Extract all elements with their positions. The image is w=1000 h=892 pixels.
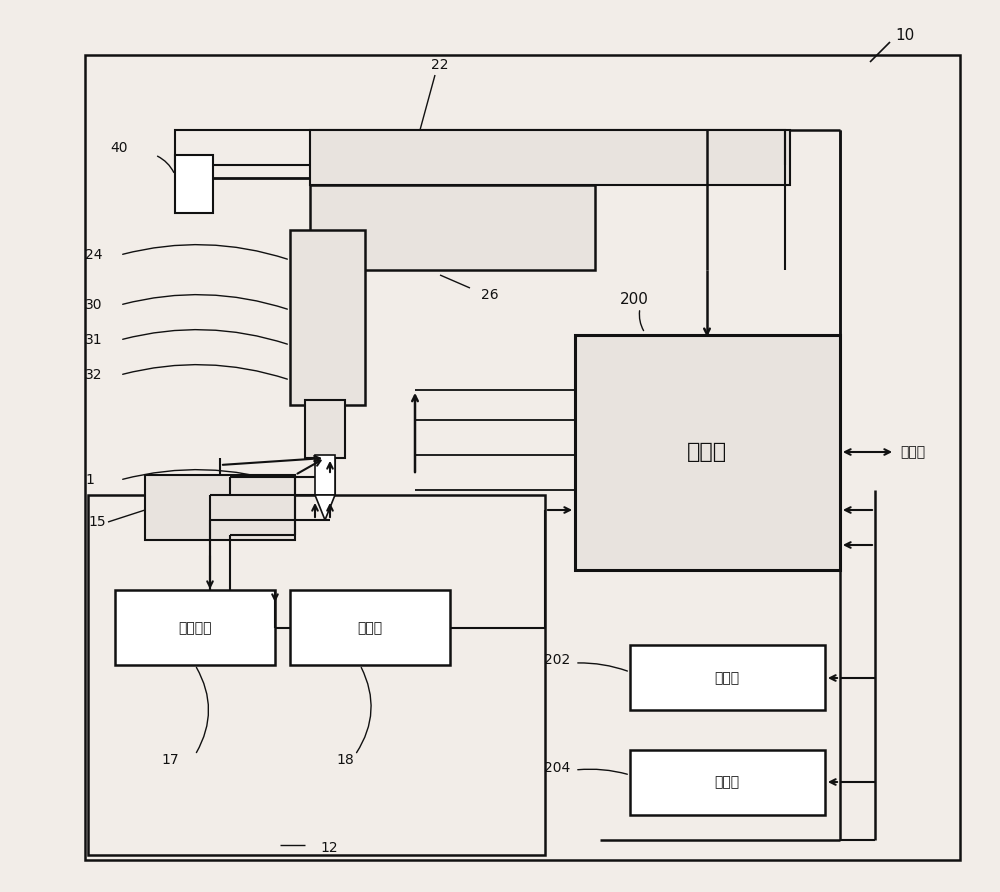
Text: 204: 204	[544, 761, 570, 775]
Text: 30: 30	[85, 298, 103, 312]
Text: 编码器: 编码器	[357, 621, 383, 635]
Bar	[115, 590, 275, 665]
Text: 17: 17	[161, 753, 179, 767]
Text: 200: 200	[620, 293, 649, 308]
Bar	[175, 130, 785, 165]
Text: 24: 24	[85, 248, 103, 262]
Text: 旋转马达: 旋转马达	[178, 621, 212, 635]
Bar	[145, 475, 295, 540]
Bar	[290, 230, 365, 405]
Bar	[630, 750, 825, 815]
Bar	[310, 130, 790, 185]
Bar	[305, 400, 345, 458]
Bar	[175, 155, 213, 213]
Text: 18: 18	[336, 753, 354, 767]
Bar	[290, 590, 450, 665]
Polygon shape	[315, 495, 335, 520]
Bar	[575, 335, 840, 570]
Text: 40: 40	[110, 141, 128, 155]
Text: 1: 1	[85, 473, 94, 487]
Text: 32: 32	[85, 368, 103, 382]
Bar	[630, 645, 825, 710]
Bar	[315, 455, 335, 495]
Text: 服务器: 服务器	[900, 445, 925, 459]
Bar	[88, 495, 545, 855]
Text: 26: 26	[481, 288, 499, 302]
Text: 储存部: 储存部	[714, 671, 740, 685]
Bar	[310, 185, 595, 270]
Text: 输入部: 输入部	[714, 775, 740, 789]
Text: 31: 31	[85, 333, 103, 347]
Text: 控制部: 控制部	[687, 442, 727, 462]
Text: 202: 202	[544, 653, 570, 667]
Bar	[85, 55, 960, 860]
Text: 10: 10	[895, 28, 914, 43]
Text: 15: 15	[88, 515, 106, 529]
Text: 12: 12	[320, 841, 338, 855]
Text: 22: 22	[431, 58, 449, 72]
